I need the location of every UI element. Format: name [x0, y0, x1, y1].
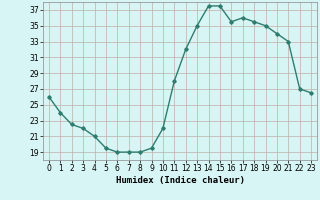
X-axis label: Humidex (Indice chaleur): Humidex (Indice chaleur): [116, 176, 244, 185]
